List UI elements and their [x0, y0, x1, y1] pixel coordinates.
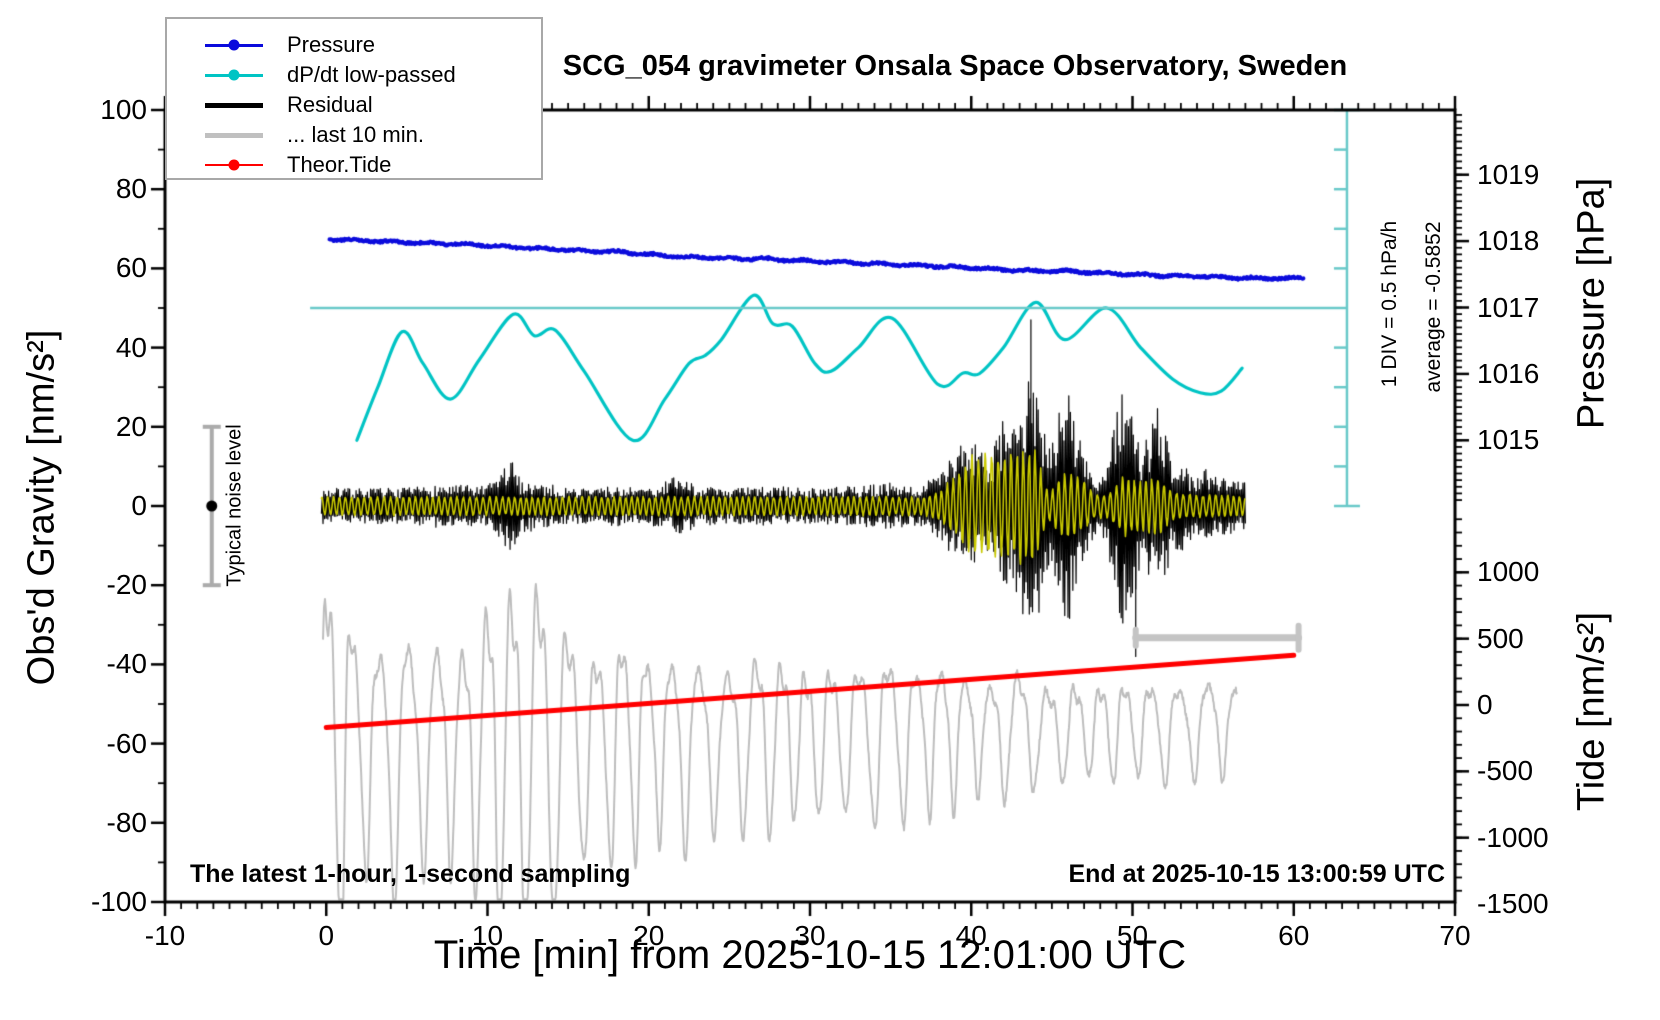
gravity-tick-label: 40: [115, 331, 147, 363]
tide-tick-label: 1000: [1477, 556, 1540, 588]
x-tick-label: -10: [144, 920, 186, 951]
gravity-tick-label: -40: [106, 648, 147, 680]
chart-title: SCG_054 gravimeter Onsala Space Observat…: [562, 50, 1348, 82]
dpdt-line-sample: [205, 69, 263, 81]
tide-tick-label: -1000: [1477, 821, 1549, 853]
pressure-tick-label: 1019: [1477, 158, 1540, 190]
legend-label: Pressure: [287, 32, 376, 57]
legend-marker-dot: [228, 69, 240, 81]
residual-line-sample: [205, 102, 263, 108]
legend-item-pressure: Pressure: [167, 30, 541, 60]
legend-item-dpdt: dP/dt low-passed: [167, 60, 541, 90]
gravity-tick-label: -100: [90, 886, 147, 917]
pressure-line-sample: [205, 39, 263, 51]
pressure-tick-label: 1016: [1477, 357, 1540, 389]
pressure-tick-label: 1017: [1477, 291, 1540, 323]
legend-label: Residual: [287, 92, 373, 117]
x-tick-label: 70: [1439, 920, 1471, 951]
legend-item-last10: ... last 10 min.: [167, 120, 541, 150]
gravity-tick-label: 0: [131, 490, 147, 521]
div-scale-label: 1 DIV = 0.5 hPa/h: [1378, 220, 1401, 388]
tide-tick-label: -500: [1477, 755, 1534, 787]
gravity-tick-label: 60: [115, 252, 147, 284]
gravity-tick-label: 80: [115, 173, 147, 205]
legend-label: dP/dt low-passed: [287, 62, 456, 87]
legend-marker-dot: [228, 159, 240, 171]
legend: Pressure dP/dt low-passed Residual ... l…: [165, 17, 543, 180]
legend-item-theortide: Theor.Tide: [167, 150, 541, 180]
legend-label: ... last 10 min.: [287, 122, 424, 147]
gravity-tick-label: -80: [106, 806, 147, 838]
x-axis-title: Time [min] from 2025-10-15 12:01:00 UTC: [433, 933, 1187, 977]
gravity-tick-label: -60: [106, 727, 147, 759]
tide-tick-label: -1500: [1477, 888, 1549, 920]
x-tick-label: 50: [1116, 920, 1149, 951]
gravity-tick-label: 100: [100, 94, 147, 125]
x-tick-label: 40: [955, 920, 987, 951]
x-tick-label: 10: [471, 920, 504, 951]
last10-line-sample: [205, 132, 263, 138]
tide-tick-label: 0: [1477, 689, 1493, 720]
x-tick-label: 0: [318, 920, 335, 951]
noise-level-label: Typical noise level: [223, 424, 246, 587]
pressure-tick-label: 1015: [1477, 424, 1540, 456]
legend-label: Theor.Tide: [287, 152, 392, 177]
gravity-tick-label: -20: [106, 569, 147, 601]
end-time-note: End at 2025-10-15 13:00:59 UTC: [1068, 860, 1445, 888]
theortide-line-sample: [205, 159, 263, 171]
pressure-tick-label: 1018: [1477, 225, 1540, 257]
x-tick-label: 60: [1278, 920, 1310, 951]
gravity-tick-label: 20: [115, 410, 147, 442]
x-tick-label: 30: [794, 920, 826, 951]
legend-item-residual: Residual: [167, 90, 541, 120]
average-label: average = -0.5852: [1422, 221, 1445, 393]
tide-tick-label: 500: [1477, 622, 1524, 654]
sampling-note: The latest 1-hour, 1-second sampling: [190, 860, 631, 888]
legend-marker-dot: [228, 39, 240, 51]
x-tick-label: 20: [633, 920, 665, 951]
